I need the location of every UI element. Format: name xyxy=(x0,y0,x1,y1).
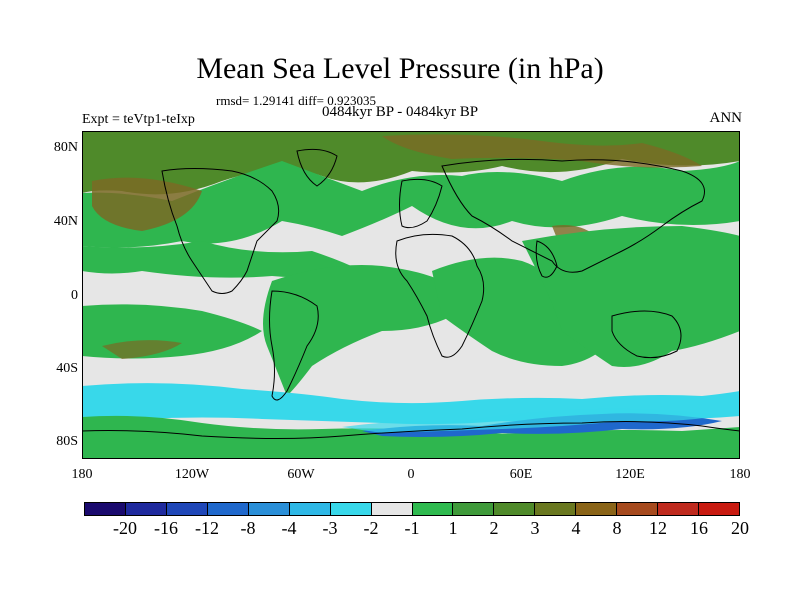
colorbar-swatch xyxy=(453,503,495,515)
colorbar-swatch xyxy=(289,503,331,515)
colorbar-swatch xyxy=(412,503,454,515)
colorbar-swatch xyxy=(699,503,739,515)
colorbar-swatch xyxy=(330,503,372,515)
north-tropical-band xyxy=(82,241,362,278)
colorbar xyxy=(84,502,740,516)
colorbar-swatch xyxy=(535,503,577,515)
africa-coast xyxy=(395,233,485,358)
colorbar-swatch xyxy=(166,503,208,515)
colorbar-label: -8 xyxy=(240,518,256,538)
colorbar-label: -20 xyxy=(113,518,137,538)
rmsd-diff-stats: rmsd= 1.29141 diff= 0.923035 xyxy=(216,93,376,108)
colorbar-swatch xyxy=(494,503,536,515)
greenland-coast xyxy=(296,148,338,187)
y-label-40n: 40N xyxy=(53,214,78,229)
north-america-coast xyxy=(161,168,280,294)
colorbar-label: -1 xyxy=(404,518,420,538)
colorbar-label: 16 xyxy=(690,518,708,538)
season-label: ANN xyxy=(709,110,743,126)
colorbar-swatch xyxy=(248,503,290,515)
antarctica-coast xyxy=(82,421,740,439)
colorbar-label: 20 xyxy=(731,518,749,538)
x-label-60w: 60W xyxy=(287,467,315,482)
x-label-120w: 120W xyxy=(174,467,210,482)
y-label-0: 0 xyxy=(71,288,78,303)
x-label-0: 0 xyxy=(407,467,415,482)
experiment-label: Expt = teVtp1-teIxp xyxy=(82,112,195,127)
colorbar-swatch xyxy=(125,503,167,515)
australia-coast xyxy=(611,310,682,359)
south-pacific-brown xyxy=(102,340,182,359)
north-pacific-brown xyxy=(92,177,202,231)
colorbar-swatch xyxy=(576,503,618,515)
colorbar-swatch xyxy=(85,503,126,515)
colorbar-label: 12 xyxy=(649,518,667,538)
south-america-coast xyxy=(269,290,319,401)
colorbar-label: -4 xyxy=(281,518,297,538)
arctic-green-band xyxy=(82,161,740,248)
y-label-80s: 80S xyxy=(56,434,78,449)
antarctic-cyan-strip xyxy=(342,408,722,433)
coastlines xyxy=(82,148,740,439)
colorbar-label: 4 xyxy=(571,518,581,538)
asia-coast xyxy=(441,158,705,273)
indo-pacific-green xyxy=(522,226,740,367)
y-label-40s: 40S xyxy=(56,361,78,376)
map-panel xyxy=(82,131,740,459)
colorbar-swatch xyxy=(207,503,249,515)
colorbar-swatch xyxy=(617,503,659,515)
central-green-region xyxy=(263,265,456,396)
x-label-180w: 180 xyxy=(71,467,93,482)
colorbar-swatch xyxy=(371,503,413,515)
arctic-brown-top xyxy=(382,134,702,168)
map-title: Mean Sea Level Pressure (in hPa) xyxy=(196,52,604,85)
colorbar-label: 2 xyxy=(489,518,499,538)
colorbar-label: -16 xyxy=(154,518,178,538)
colorbar-label: 8 xyxy=(612,518,622,538)
colorbar-swatch xyxy=(658,503,700,515)
y-label-80n: 80N xyxy=(53,140,78,155)
map-canvas xyxy=(82,131,740,459)
colorbar-label: -2 xyxy=(363,518,379,538)
antarctic-green xyxy=(82,415,740,459)
x-label-180e: 180 xyxy=(729,467,751,482)
colorbar-label: 1 xyxy=(448,518,458,538)
x-label-60e: 60E xyxy=(509,467,533,482)
europe-coast xyxy=(399,178,443,229)
colorbar-label: -12 xyxy=(195,518,219,538)
map-frame xyxy=(82,131,740,459)
colorbar-label: 3 xyxy=(530,518,540,538)
colorbar-label: -3 xyxy=(322,518,338,538)
x-label-120e: 120E xyxy=(615,467,645,482)
india-coast xyxy=(535,240,558,278)
time-period: 0484kyr BP - 0484kyr BP xyxy=(322,104,479,120)
